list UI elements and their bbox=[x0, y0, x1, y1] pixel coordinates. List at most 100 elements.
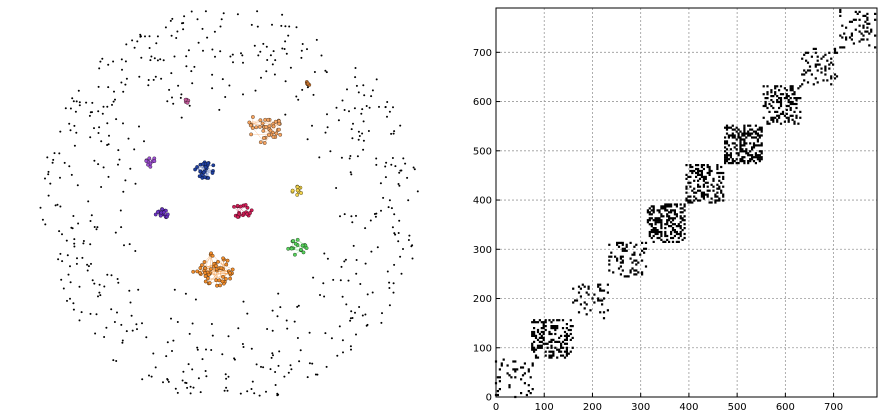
matrix-point bbox=[716, 199, 719, 202]
isolated-node bbox=[77, 222, 80, 225]
matrix-point bbox=[650, 236, 653, 240]
isolated-node bbox=[187, 363, 190, 366]
matrix-point bbox=[533, 330, 536, 334]
matrix-point bbox=[606, 291, 609, 294]
matrix-point bbox=[754, 132, 757, 135]
matrix-point bbox=[751, 128, 754, 131]
matrix-point bbox=[743, 142, 746, 145]
matrix-point bbox=[597, 299, 600, 302]
matrix-point bbox=[866, 12, 869, 15]
isolated-node bbox=[378, 105, 380, 108]
isolated-node bbox=[107, 143, 110, 146]
cluster-node bbox=[201, 162, 206, 166]
isolated-node bbox=[99, 294, 102, 297]
matrix-point bbox=[743, 140, 746, 143]
matrix-point bbox=[521, 366, 525, 369]
isolated-node bbox=[112, 100, 115, 103]
isolated-node bbox=[274, 384, 277, 386]
isolated-node bbox=[130, 314, 133, 317]
matrix-point bbox=[725, 156, 729, 159]
matrix-point bbox=[850, 38, 853, 41]
isolated-node bbox=[385, 161, 388, 164]
matrix-point bbox=[548, 340, 551, 343]
isolated-node bbox=[388, 199, 391, 202]
matrix-point bbox=[722, 171, 725, 175]
isolated-node bbox=[59, 252, 62, 255]
isolated-node bbox=[296, 305, 299, 308]
matrix-point bbox=[727, 162, 730, 165]
y-tick-label: 700 bbox=[473, 48, 492, 59]
cluster-node bbox=[295, 237, 300, 242]
isolated-node bbox=[211, 73, 214, 76]
matrix-point bbox=[830, 77, 833, 80]
matrix-point bbox=[739, 148, 742, 151]
matrix-point bbox=[700, 169, 703, 173]
matrix-point bbox=[702, 185, 705, 188]
isolated-node bbox=[301, 88, 304, 91]
isolated-node bbox=[402, 248, 404, 250]
matrix-point bbox=[577, 311, 581, 314]
matrix-point bbox=[697, 199, 700, 202]
isolated-node bbox=[312, 276, 315, 279]
isolated-node bbox=[59, 176, 61, 179]
matrix-point bbox=[587, 285, 590, 288]
matrix-point bbox=[751, 154, 754, 157]
matrix-point bbox=[841, 24, 844, 27]
matrix-point bbox=[538, 336, 541, 339]
matrix-point bbox=[681, 219, 684, 222]
matrix-point bbox=[772, 100, 775, 104]
node-cluster bbox=[191, 251, 235, 288]
matrix-point bbox=[567, 328, 570, 332]
isolated-node bbox=[324, 69, 327, 72]
isolated-node bbox=[392, 291, 395, 294]
matrix-point bbox=[735, 158, 738, 161]
matrix-point bbox=[685, 197, 688, 200]
isolated-node bbox=[271, 63, 274, 66]
matrix-point bbox=[747, 134, 750, 137]
cluster-node bbox=[216, 259, 220, 264]
isolated-node bbox=[394, 165, 397, 168]
isolated-node bbox=[140, 35, 142, 38]
matrix-point bbox=[666, 213, 669, 216]
matrix-point bbox=[666, 205, 669, 208]
matrix-point bbox=[791, 89, 794, 92]
matrix-point bbox=[650, 205, 653, 208]
matrix-point bbox=[852, 18, 855, 21]
matrix-point bbox=[795, 114, 798, 117]
matrix-point bbox=[687, 181, 690, 184]
matrix-point bbox=[527, 384, 530, 387]
isolated-node bbox=[242, 346, 245, 348]
matrix-point bbox=[704, 193, 707, 196]
matrix-point bbox=[856, 12, 859, 15]
matrix-point bbox=[679, 227, 682, 230]
isolated-node bbox=[250, 388, 253, 390]
isolated-node bbox=[402, 157, 405, 160]
matrix-point bbox=[675, 225, 678, 228]
matrix-point bbox=[858, 40, 861, 43]
matrix-point bbox=[675, 213, 678, 216]
isolated-node bbox=[364, 262, 367, 265]
matrix-point bbox=[712, 189, 715, 192]
matrix-point bbox=[729, 126, 732, 129]
isolated-node bbox=[188, 332, 191, 335]
isolated-node bbox=[201, 358, 204, 361]
matrix-point bbox=[727, 136, 730, 139]
isolated-node bbox=[106, 122, 109, 125]
matrix-point bbox=[810, 73, 813, 76]
isolated-node bbox=[281, 13, 284, 16]
isolated-node bbox=[122, 190, 125, 193]
matrix-point bbox=[597, 283, 600, 286]
isolated-node bbox=[211, 87, 214, 90]
matrix-point bbox=[671, 217, 675, 220]
matrix-point bbox=[845, 36, 848, 39]
cluster-node bbox=[254, 125, 259, 130]
matrix-point bbox=[716, 165, 719, 169]
matrix-point bbox=[693, 191, 696, 194]
isolated-node bbox=[192, 386, 195, 389]
matrix-point bbox=[758, 134, 761, 137]
matrix-point bbox=[785, 112, 788, 115]
matrix-point bbox=[675, 215, 678, 218]
isolated-node bbox=[271, 309, 274, 312]
matrix-point bbox=[687, 199, 690, 202]
matrix-point bbox=[700, 173, 703, 176]
